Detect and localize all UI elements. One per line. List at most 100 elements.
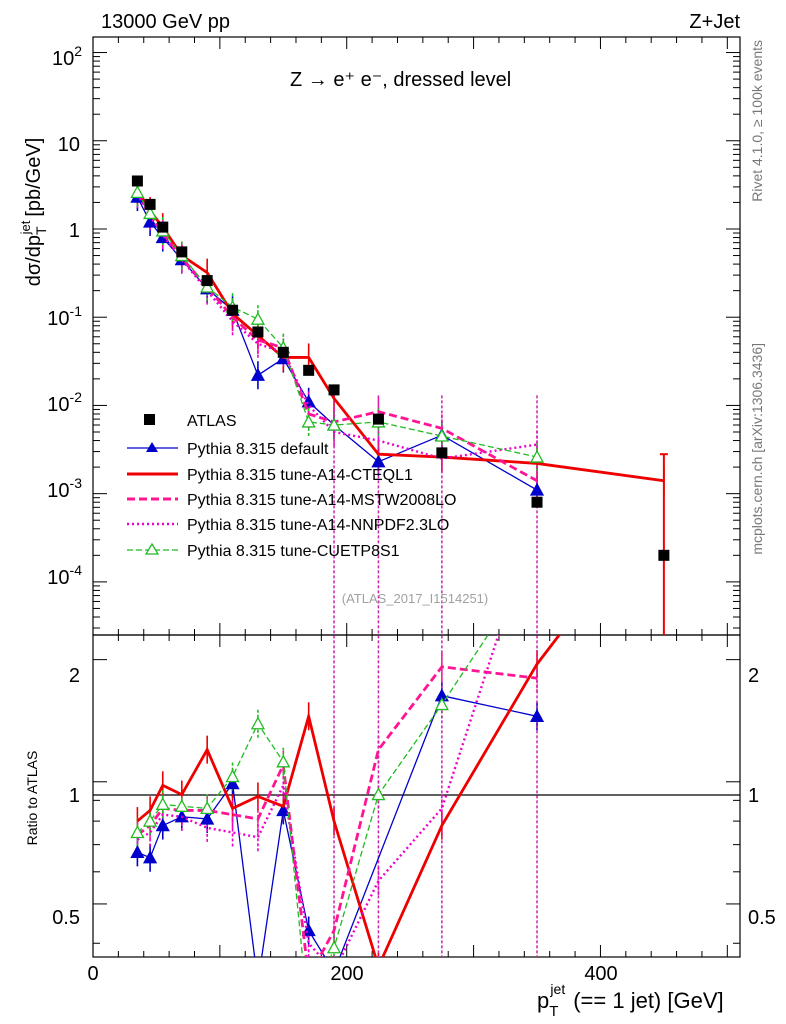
- atlas-data-point: [144, 198, 156, 210]
- x-axis-label: pTjet (== 1 jet) [GeV]: [537, 981, 724, 1020]
- ratio-point: [301, 923, 316, 937]
- main-tick-1e-4-exp: -4: [70, 562, 83, 578]
- main-tick-1e-1-exp: -1: [70, 303, 83, 319]
- atlas-data-point: [658, 549, 670, 561]
- ratio-line-pythia-8-315-default: [137, 694, 538, 957]
- main-tick-1e-1: 10-1: [47, 303, 82, 330]
- analysis-id: (ATLAS_2017_I1514251): [342, 591, 488, 606]
- ratio-tick-2-right: 2: [748, 665, 759, 687]
- ratio-plot-frame: [92, 634, 741, 958]
- ratio-point: [130, 845, 145, 859]
- atlas-data-point: [531, 496, 543, 508]
- atlas-data-point: [436, 447, 448, 459]
- data-markers: [131, 175, 670, 561]
- main-tick-1e-4: 10-4: [47, 562, 82, 589]
- main-point: [250, 311, 266, 325]
- main-line-pythia-8-315-tune-a14-nnpdf2-3lo: [136, 193, 538, 460]
- legend-label-cteql1: Pythia 8.315 tune-A14-CTEQL1: [187, 467, 413, 484]
- ratio-tick-1-right: 1: [748, 785, 759, 807]
- ratio-tick-0-5-right: 0.5: [748, 907, 776, 929]
- legend-label-mstw: Pythia 8.315 tune-A14-MSTW2008LO: [187, 492, 456, 509]
- energy-label: 13000 GeV pp: [101, 11, 230, 33]
- main-point: [301, 414, 316, 428]
- channel-label: Z → e⁺ e⁻, dressed level: [290, 69, 511, 91]
- main-point: [130, 185, 145, 199]
- main-tick-1: 1: [69, 220, 80, 242]
- ratio-point: [252, 977, 264, 988]
- xlabel-sub: T: [549, 1003, 558, 1020]
- main-point: [371, 454, 386, 468]
- atlas-data-point: [372, 413, 384, 425]
- ylabel-main-text: dσ/dp: [23, 235, 45, 286]
- ratio-point: [276, 754, 291, 768]
- ratio-point: [529, 708, 545, 722]
- legend-marker-atlas: [144, 414, 155, 425]
- axis-ticks: [92, 37, 740, 957]
- main-tick-1e-2-base: 10: [47, 394, 69, 416]
- ratio-point: [371, 787, 386, 801]
- ratio-point: [155, 796, 170, 810]
- legend-label-cuetp8s1: Pythia 8.315 tune-CUETP8S1: [187, 543, 400, 560]
- atlas-data-point: [201, 275, 213, 287]
- ratio-point: [142, 850, 158, 864]
- legend-marker-cuetp8s1: [144, 542, 160, 555]
- ratio-line-pythia-8-315-tune-a14-mstw2008lo: [136, 665, 538, 957]
- legend-marker-default: [146, 442, 158, 452]
- atlas-data-point: [157, 221, 169, 233]
- ylabel-main-sup: jet: [18, 220, 33, 235]
- ratio-point: [225, 769, 240, 783]
- legend-label-default: Pythia 8.315 default: [187, 441, 329, 458]
- xlabel-text: (== 1 jet) [GeV]: [573, 988, 723, 1013]
- ratio-point: [200, 801, 215, 815]
- main-tick-1e-1-base: 10: [47, 308, 69, 330]
- main-point: [529, 449, 545, 463]
- ratio-line-pythia-8-315-tune-a14-nnpdf2-3lo: [136, 635, 500, 957]
- main-tick-1e-2-exp: -2: [70, 389, 83, 405]
- main-tick-1e-3-exp: -3: [70, 475, 83, 491]
- main-point: [326, 417, 342, 431]
- ratio-point: [326, 940, 342, 954]
- ratio-point: [276, 803, 291, 817]
- atlas-data-point: [277, 346, 289, 358]
- ratio-point: [174, 798, 189, 812]
- x-tick-label-0: 0: [87, 963, 98, 985]
- xlabel-sup: jet: [549, 981, 565, 997]
- main-point: [434, 428, 449, 442]
- process-label: Z+Jet: [689, 11, 740, 33]
- legend-label-atlas: ATLAS: [187, 413, 237, 430]
- ratio-series-group: [130, 635, 562, 988]
- mcplots-label: mcplots.cern.ch [arXiv:1306.3436]: [749, 343, 765, 555]
- main-tick-100-base: 10: [52, 48, 74, 70]
- main-tick-10-base: 10: [58, 134, 80, 156]
- atlas-data-point: [252, 326, 264, 338]
- ratio-point: [434, 697, 449, 711]
- atlas-data-point: [131, 175, 143, 187]
- ratio-y-axis-label: Ratio to ATLAS: [24, 751, 40, 846]
- svg-text:pTjet(== 1 jet) [GeV]: pTjet (== 1 jet) [GeV]: [537, 981, 724, 1020]
- atlas-data-point: [328, 384, 340, 396]
- ratio-point: [142, 813, 158, 827]
- ratio-point: [225, 776, 240, 790]
- ratio-point: [200, 811, 215, 825]
- atlas-data-point: [227, 304, 239, 316]
- x-tick-label-400: 400: [584, 963, 617, 985]
- xlabel-p: p: [537, 988, 549, 1013]
- main-tick-1-base: 1: [69, 220, 80, 242]
- ratio-point: [130, 825, 145, 839]
- ylabel-main-unit: [pb/GeV]: [23, 138, 45, 217]
- main-tick-10: 10: [58, 134, 80, 156]
- legend-label-nnpdf: Pythia 8.315 tune-A14-NNPDF2.3LO: [187, 517, 449, 534]
- main-tick-100-exp: 2: [74, 43, 82, 59]
- main-point: [529, 482, 545, 496]
- ratio-point: [250, 716, 266, 730]
- ratio-tick-0-5-left: 0.5: [52, 907, 80, 929]
- main-point: [250, 367, 266, 381]
- main-y-axis-label: dσ/dpTjet [pb/GeV]: [18, 138, 49, 287]
- main-tick-1e-4-base: 10: [47, 567, 69, 589]
- main-point: [200, 279, 215, 293]
- ratio-point: [155, 818, 170, 832]
- main-tick-1e-3: 10-3: [47, 475, 82, 502]
- ylabel-main-sub: T: [33, 226, 49, 235]
- x-tick-label-200: 200: [330, 963, 363, 985]
- rivet-version-label: Rivet 4.1.0, ≥ 100k events: [749, 40, 765, 202]
